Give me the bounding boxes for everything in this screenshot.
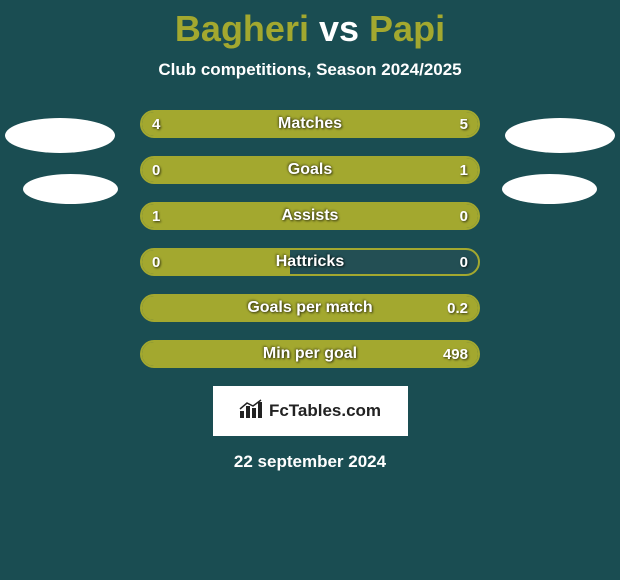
vs-separator: vs — [319, 8, 359, 49]
stat-label: Hattricks — [142, 250, 478, 274]
stat-bar: Goals per match0.2 — [140, 294, 480, 322]
player1-name: Bagheri — [175, 8, 309, 49]
stat-label: Goals — [142, 158, 478, 182]
comparison-title: Bagheri vs Papi — [0, 0, 620, 50]
brand-text: FcTables.com — [269, 401, 381, 421]
stat-bar: 1Assists0 — [140, 202, 480, 230]
stat-bar: 4Matches5 — [140, 110, 480, 138]
stat-value-right: 0.2 — [447, 296, 468, 320]
stats-bars: 4Matches50Goals11Assists00Hattricks0Goal… — [140, 110, 480, 368]
stat-value-right: 498 — [443, 342, 468, 366]
stat-bar: 0Hattricks0 — [140, 248, 480, 276]
player1-avatar-bottom — [23, 174, 118, 204]
stat-label: Goals per match — [142, 296, 478, 320]
player2-avatar-bottom — [502, 174, 597, 204]
player2-avatar-top — [505, 118, 615, 153]
brand-box: FcTables.com — [213, 386, 408, 436]
stat-value-right: 5 — [460, 112, 468, 136]
stat-label: Matches — [142, 112, 478, 136]
stat-bar: 0Goals1 — [140, 156, 480, 184]
date-line: 22 september 2024 — [0, 452, 620, 472]
subtitle: Club competitions, Season 2024/2025 — [0, 60, 620, 80]
stat-value-right: 1 — [460, 158, 468, 182]
player1-avatar-top — [5, 118, 115, 153]
stat-value-right: 0 — [460, 250, 468, 274]
brand-chart-icon — [239, 399, 263, 424]
stat-label: Assists — [142, 204, 478, 228]
player2-name: Papi — [369, 8, 445, 49]
stat-label: Min per goal — [142, 342, 478, 366]
stat-bar: Min per goal498 — [140, 340, 480, 368]
stat-value-right: 0 — [460, 204, 468, 228]
